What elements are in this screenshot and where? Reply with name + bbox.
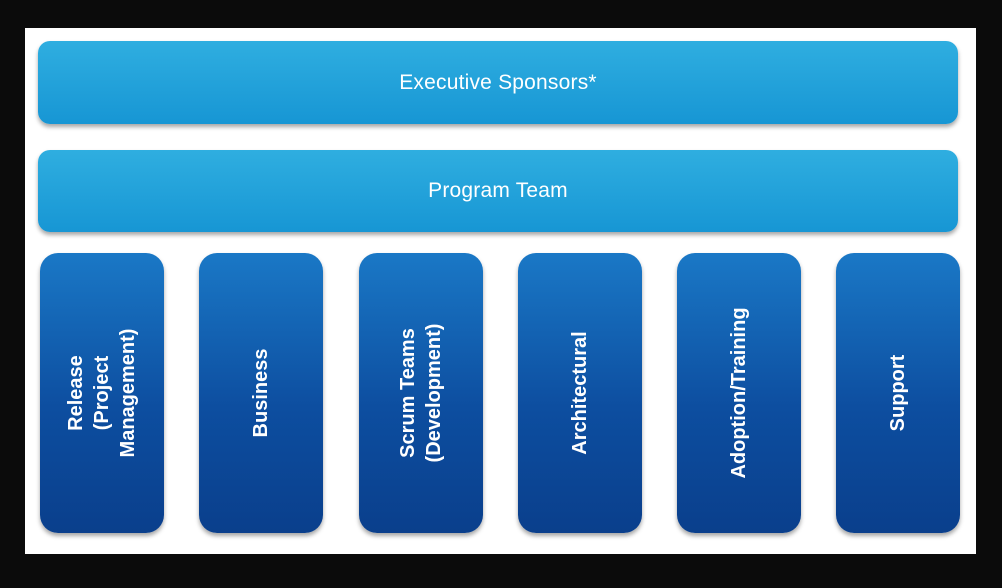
executive-sponsors-label: Executive Sponsors*: [399, 70, 597, 94]
release-column: Release (Project Management): [40, 253, 164, 533]
support-label: Support: [887, 354, 909, 432]
scrum-teams-label: Scrum Teams (Development): [397, 323, 445, 463]
org-diagram: Executive Sponsors* Program Team Release…: [25, 28, 976, 554]
release-label: Release (Project Management): [65, 328, 139, 458]
scrum-teams-column: Scrum Teams (Development): [359, 253, 483, 533]
support-column: Support: [836, 253, 960, 533]
executive-sponsors-box: Executive Sponsors*: [38, 41, 958, 124]
adoption-training-label: Adoption/Training: [728, 307, 750, 479]
architectural-column: Architectural: [518, 253, 642, 533]
business-column: Business: [199, 253, 323, 533]
program-team-label: Program Team: [428, 179, 568, 202]
program-team-box: Program Team: [38, 150, 958, 232]
adoption-training-column: Adoption/Training: [677, 253, 801, 533]
architectural-label: Architectural: [569, 331, 591, 455]
business-label: Business: [250, 348, 272, 438]
